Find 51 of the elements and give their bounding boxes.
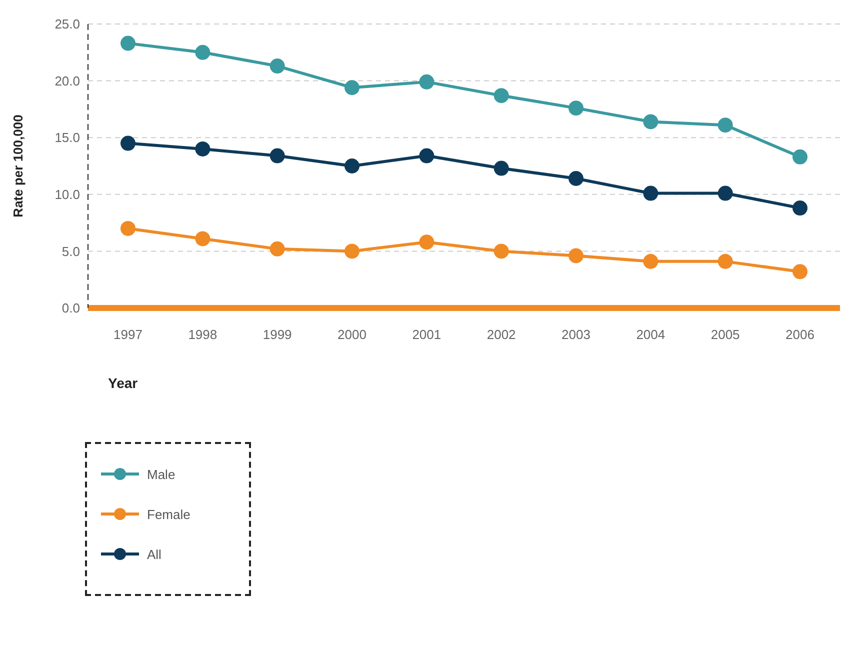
y-tick-label: 10.0 — [54, 187, 80, 202]
point — [419, 148, 434, 164]
point — [270, 58, 285, 74]
legend-label: All — [147, 546, 162, 562]
x-tick-label: 2006 — [786, 327, 814, 342]
point — [270, 241, 285, 256]
point — [718, 186, 733, 201]
point — [792, 200, 808, 216]
point — [494, 244, 509, 259]
point — [344, 158, 360, 174]
legend-label: Female — [147, 506, 190, 522]
point — [195, 141, 210, 156]
x-tick-label: 1998 — [188, 327, 218, 342]
point — [120, 136, 136, 151]
x-tick-label: 2005 — [710, 327, 740, 342]
point — [419, 74, 434, 90]
x-tick-label: 2000 — [338, 327, 366, 342]
y-tick-label: 5.0 — [62, 244, 80, 259]
legend-label: Male — [147, 466, 176, 482]
point — [643, 114, 658, 130]
point — [718, 254, 733, 269]
point — [344, 244, 360, 259]
x-tick-label: 2001 — [412, 327, 442, 342]
y-axis-title: Rate per 100,000 — [10, 114, 26, 218]
point — [270, 148, 285, 164]
point — [195, 231, 210, 246]
y-tick-label: 25.0 — [54, 16, 80, 32]
y-tick-label: 20.0 — [54, 73, 80, 88]
point — [195, 44, 210, 60]
point — [792, 264, 808, 280]
point — [718, 118, 733, 133]
point — [494, 160, 509, 176]
x-tick-label: 2004 — [636, 327, 666, 342]
point — [494, 88, 509, 104]
point — [568, 170, 584, 186]
y-tick-label: 15.0 — [54, 130, 80, 146]
point — [643, 186, 658, 201]
x-tick-label: 1997 — [114, 327, 142, 342]
point — [120, 36, 136, 51]
point — [120, 220, 136, 236]
point — [792, 149, 808, 164]
point — [344, 80, 360, 96]
y-tick-label: 0.0 — [62, 300, 80, 316]
point — [643, 254, 658, 269]
x-tick-label: 2002 — [486, 327, 516, 342]
point — [568, 248, 584, 264]
x-axis-title: Year — [108, 375, 138, 391]
x-tick-label: 1999 — [262, 327, 292, 342]
x-tick-label: 2003 — [562, 327, 590, 342]
point — [568, 100, 584, 116]
point — [419, 234, 434, 250]
